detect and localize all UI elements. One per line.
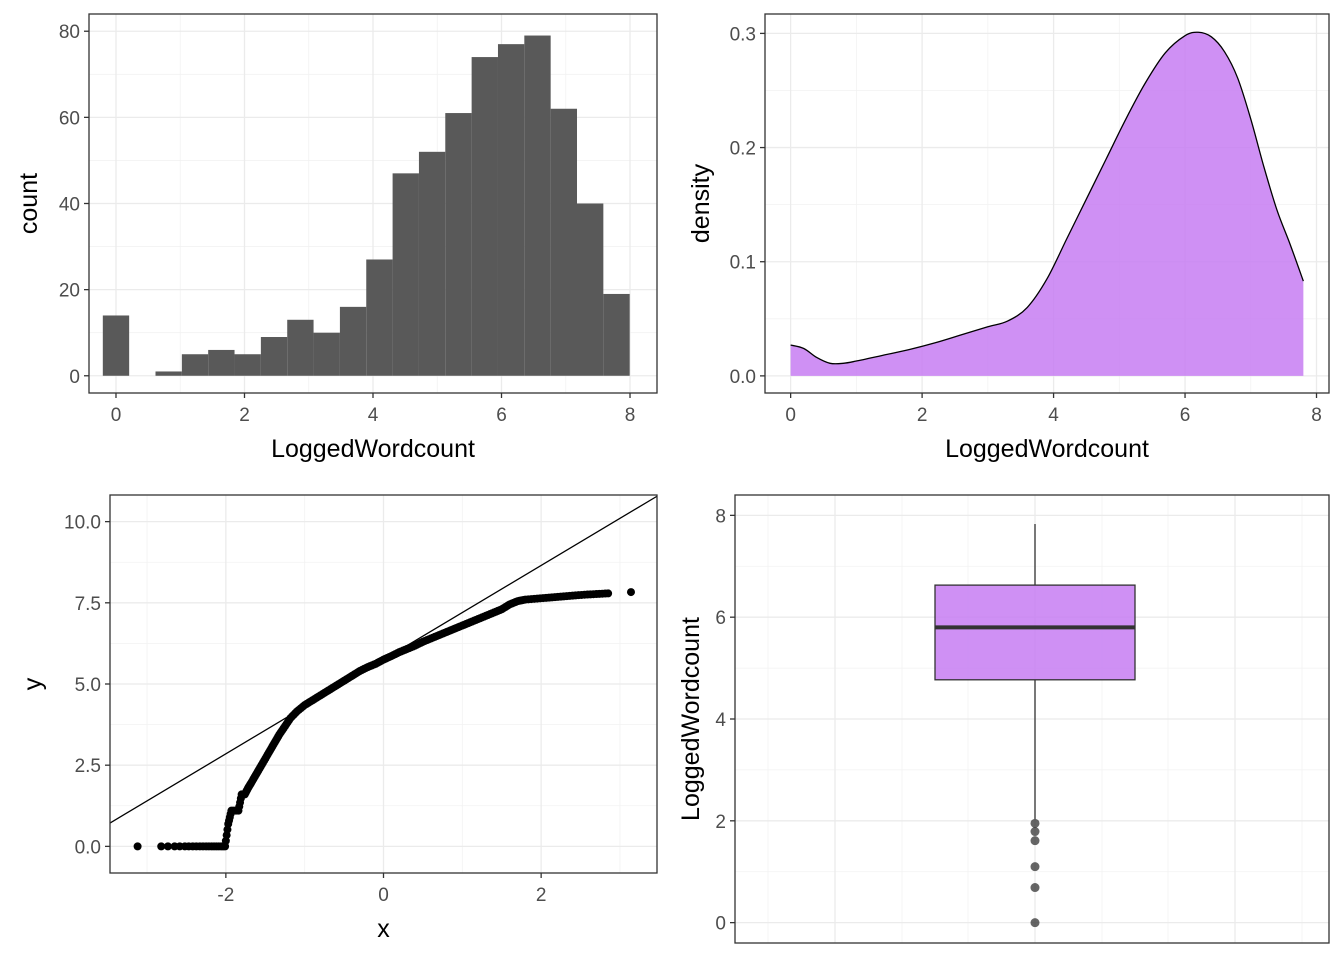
x-tick-label: 0 <box>111 405 122 426</box>
y-tick-label: 2.5 <box>75 756 101 777</box>
histogram-bar <box>497 44 525 376</box>
y-tick-label: 0 <box>715 914 726 935</box>
y-tick-label: 8 <box>715 506 726 527</box>
density-area <box>790 32 1304 376</box>
y-tick-label: 0.1 <box>730 253 756 274</box>
y-tick-label: 0.2 <box>730 139 756 160</box>
histogram-bar <box>208 349 235 376</box>
y-tick-label: 6 <box>715 608 726 629</box>
y-axis-title: count <box>15 173 43 234</box>
qq-point <box>626 588 635 597</box>
outlier-point <box>1030 918 1040 928</box>
x-tick-label: 2 <box>917 405 928 426</box>
histogram-bar <box>102 315 130 376</box>
y-tick-label: 80 <box>59 22 80 43</box>
histogram-bar <box>234 354 261 376</box>
x-axis-title: LoggedWordcount <box>945 435 1149 463</box>
density-panel: 0.0 0.1 0.2 0.3 0 2 4 6 8 LoggedWordcount density <box>687 13 1330 463</box>
panel-border <box>109 494 658 874</box>
y-tick-label: 60 <box>59 108 80 129</box>
x-tick-label: -2 <box>217 885 234 906</box>
y-tick-label: 5.0 <box>75 675 101 696</box>
panel-border <box>734 494 1330 944</box>
outlier-point <box>1030 862 1040 872</box>
histogram-bar <box>339 306 367 376</box>
qq-plot-panel: 0.0 2.5 5.0 7.5 10.0 -2 0 2 x y <box>19 494 658 943</box>
panel-border <box>764 13 1330 394</box>
y-axis-title: y <box>19 677 47 690</box>
outlier-point <box>1030 827 1040 837</box>
histogram-bar <box>603 293 630 376</box>
histogram-bar <box>550 108 578 376</box>
y-tick-label: 20 <box>59 281 80 302</box>
y-tick-label: 7.5 <box>75 594 101 615</box>
y-tick-label: 0.0 <box>730 367 756 388</box>
y-tick-label: 4 <box>715 710 726 731</box>
histogram-bar <box>418 151 446 376</box>
histogram-panel: 0 20 40 60 80 0 2 4 6 8 LoggedWordcount count <box>15 13 658 463</box>
y-tick-label: 0.0 <box>75 837 101 858</box>
x-tick-label: 4 <box>1048 405 1059 426</box>
histogram-bar <box>471 57 498 376</box>
histogram-bar <box>445 113 472 376</box>
y-tick-label: 40 <box>59 195 80 216</box>
histogram-bar <box>313 332 340 376</box>
qq-point <box>163 842 172 851</box>
x-tick-label: 8 <box>625 405 636 426</box>
histogram-bar <box>366 259 393 376</box>
y-tick-label: 0 <box>69 367 80 388</box>
y-tick-label: 10.0 <box>64 513 101 534</box>
histogram-bar <box>577 203 604 376</box>
outlier-point <box>1030 836 1040 846</box>
x-tick-label: 0 <box>378 885 389 906</box>
x-axis-title: LoggedWordcount <box>271 435 475 463</box>
qq-point <box>133 842 142 851</box>
y-axis-title: density <box>687 163 715 243</box>
x-tick-label: 2 <box>536 885 547 906</box>
x-tick-label: 6 <box>1180 405 1191 426</box>
x-tick-label: 6 <box>496 405 507 426</box>
qq-point <box>604 589 613 598</box>
outlier-point <box>1030 883 1040 893</box>
density-line <box>790 31 1304 365</box>
histogram-bar <box>392 173 419 376</box>
box-iqr <box>934 584 1136 681</box>
x-tick-label: 4 <box>368 405 379 426</box>
histogram-bar <box>260 337 288 376</box>
x-tick-label: 0 <box>785 405 796 426</box>
boxplot-panel: 0 2 4 6 8 LoggedWordcount <box>677 494 1330 944</box>
histogram-bar <box>181 354 209 376</box>
x-axis-title: x <box>377 915 390 943</box>
histogram-bar <box>287 319 314 376</box>
histogram-bar <box>524 35 551 376</box>
y-tick-label: 0.3 <box>730 24 756 45</box>
y-tick-label: 2 <box>715 812 726 833</box>
histogram-bar <box>155 371 182 376</box>
x-tick-label: 2 <box>239 405 250 426</box>
x-tick-label: 8 <box>1311 405 1322 426</box>
y-axis-title: LoggedWordcount <box>677 617 705 821</box>
panel-border <box>88 13 658 394</box>
qq-point <box>157 842 166 851</box>
outlier-point <box>1030 818 1040 828</box>
